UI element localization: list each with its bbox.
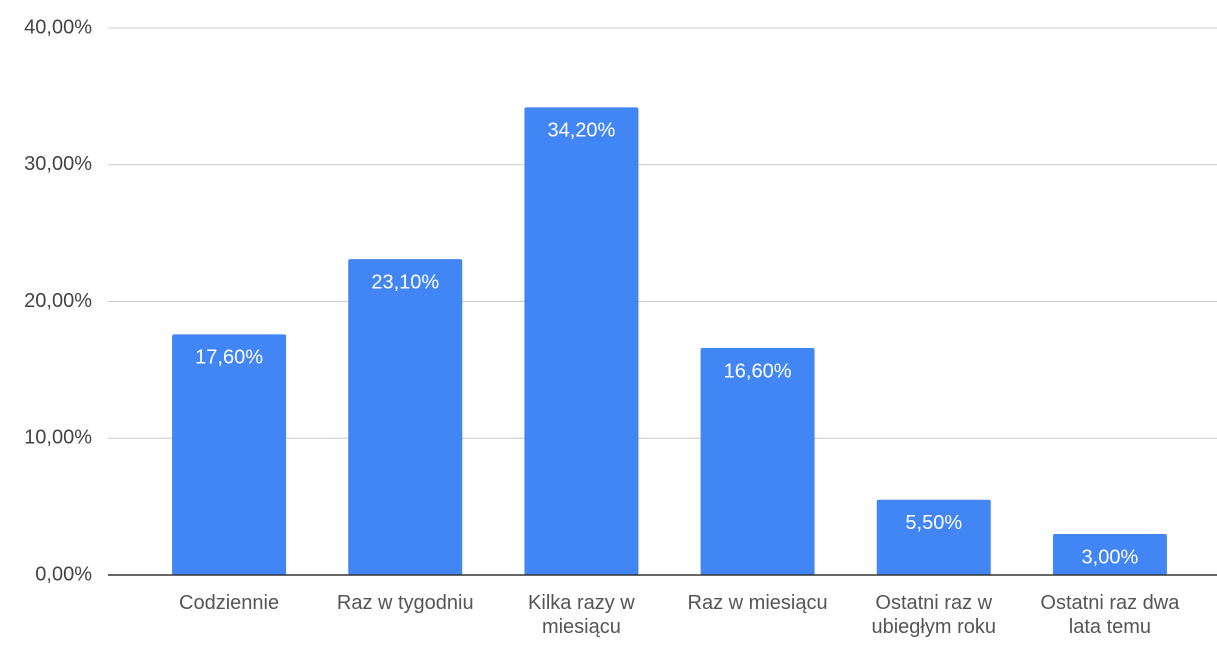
y-tick-label: 0,00% (35, 563, 92, 585)
bar (348, 259, 463, 575)
x-tick-label: Codziennie (179, 592, 280, 614)
bar (876, 499, 991, 575)
bar (1052, 533, 1167, 575)
x-tick-label: Kilka razy w miesiącu (528, 592, 635, 638)
value-label: 34,20% (547, 120, 615, 142)
x-tick-label: Raz w miesiącu (687, 592, 828, 614)
y-tick-label: 40,00% (24, 16, 92, 38)
x-tick-label: Ostatni raz dwa lata temu (1040, 592, 1180, 638)
bar (700, 347, 815, 575)
value-label: 3,00% (1082, 546, 1139, 568)
x-tick-label: Raz w tygodniu (336, 592, 474, 614)
y-tick-label: 20,00% (24, 290, 92, 312)
x-tick-label: Ostatni raz w ubiegłym roku (871, 592, 996, 638)
value-label: 16,60% (724, 360, 792, 382)
y-tick-label: 10,00% (24, 427, 92, 449)
value-label: 17,60% (195, 347, 263, 369)
value-label: 5,50% (905, 512, 962, 534)
value-label: 23,10% (371, 271, 439, 293)
bar (524, 107, 639, 575)
bar (172, 334, 287, 575)
y-tick-label: 30,00% (24, 153, 92, 175)
